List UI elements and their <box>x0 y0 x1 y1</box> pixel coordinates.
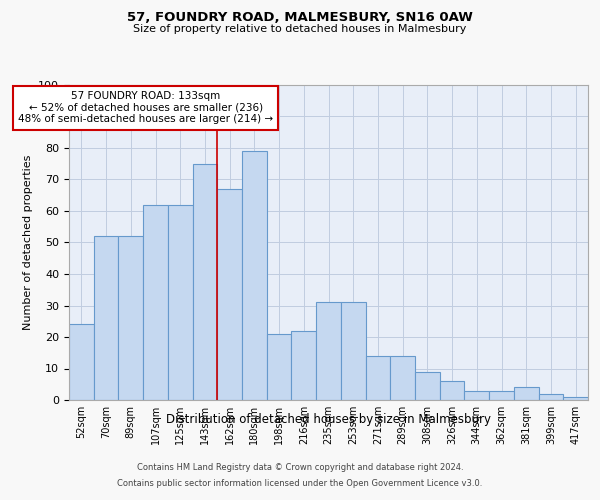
Bar <box>464 390 489 400</box>
Text: 57 FOUNDRY ROAD: 133sqm
← 52% of detached houses are smaller (236)
48% of semi-d: 57 FOUNDRY ROAD: 133sqm ← 52% of detache… <box>18 92 273 124</box>
Bar <box>489 390 514 400</box>
Text: 57, FOUNDRY ROAD, MALMESBURY, SN16 0AW: 57, FOUNDRY ROAD, MALMESBURY, SN16 0AW <box>127 11 473 24</box>
Bar <box>69 324 94 400</box>
Bar <box>440 381 464 400</box>
Text: Contains HM Land Registry data © Crown copyright and database right 2024.: Contains HM Land Registry data © Crown c… <box>137 464 463 472</box>
Bar <box>168 204 193 400</box>
Text: Size of property relative to detached houses in Malmesbury: Size of property relative to detached ho… <box>133 24 467 34</box>
Bar <box>217 189 242 400</box>
Bar <box>316 302 341 400</box>
Bar <box>539 394 563 400</box>
Bar <box>242 151 267 400</box>
Text: Contains public sector information licensed under the Open Government Licence v3: Contains public sector information licen… <box>118 478 482 488</box>
Bar <box>94 236 118 400</box>
Bar <box>341 302 365 400</box>
Bar <box>143 204 168 400</box>
Text: Distribution of detached houses by size in Malmesbury: Distribution of detached houses by size … <box>166 412 491 426</box>
Bar <box>563 397 588 400</box>
Bar <box>292 330 316 400</box>
Y-axis label: Number of detached properties: Number of detached properties <box>23 155 33 330</box>
Bar <box>365 356 390 400</box>
Bar <box>514 388 539 400</box>
Bar <box>390 356 415 400</box>
Bar <box>267 334 292 400</box>
Bar <box>118 236 143 400</box>
Bar <box>415 372 440 400</box>
Bar <box>193 164 217 400</box>
